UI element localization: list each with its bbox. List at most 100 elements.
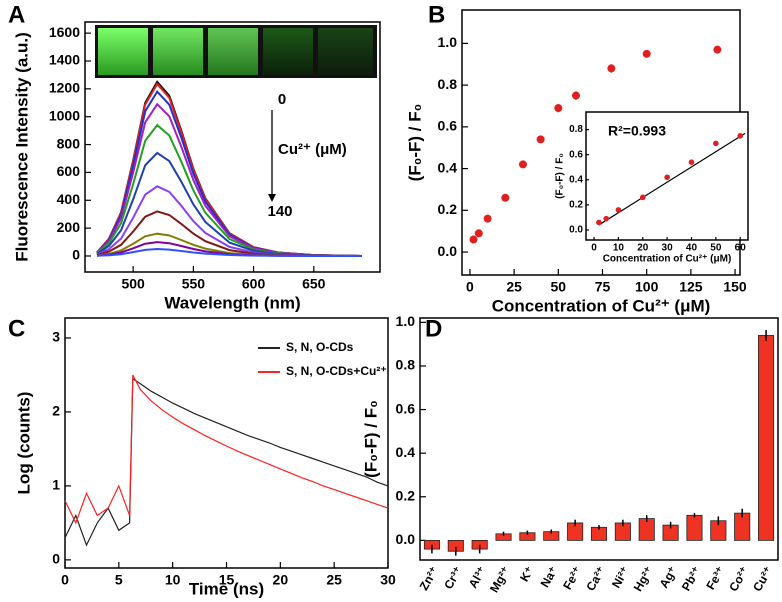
y-axis-label: (F₀-F) / F₀ xyxy=(361,400,380,478)
x-tick-label: 5 xyxy=(115,572,123,588)
y-tick-label: 0.0 xyxy=(396,531,416,547)
data-point xyxy=(737,133,744,139)
x-tick-label: 500 xyxy=(121,276,145,292)
y-tick-label: 0.8 xyxy=(438,76,458,92)
y-tick-label: 0.4 xyxy=(396,444,416,460)
y-tick-label: 1.0 xyxy=(396,313,416,329)
x-tick-label: Ca²⁺ xyxy=(583,564,608,593)
y-tick-label: 0.4 xyxy=(569,174,583,185)
vial xyxy=(153,28,203,75)
y-tick-label: 0.6 xyxy=(569,149,583,160)
x-tick-label: Na⁺ xyxy=(538,564,561,590)
x-tick-label: 50 xyxy=(710,243,722,254)
x-tick-label: Pb²⁺ xyxy=(679,564,704,593)
y-tick-label: 0.8 xyxy=(569,124,583,135)
data-point xyxy=(664,174,670,181)
y-tick-label: 600 xyxy=(57,163,81,179)
x-tick-label: Cr³⁺ xyxy=(441,564,465,592)
data-point xyxy=(518,160,527,169)
y-tick-label: 1000 xyxy=(49,107,80,123)
annotation-arrowhead xyxy=(268,194,276,202)
x-tick-label: Cu²⁺ xyxy=(750,564,775,594)
x-axis-label: Time (ns) xyxy=(189,579,264,598)
x-tick-label: 125 xyxy=(679,279,703,295)
x-tick-label: 60 xyxy=(735,243,747,254)
x-tick-label: K⁺ xyxy=(517,564,537,584)
data-point xyxy=(688,159,695,165)
annotation: 140 xyxy=(267,203,292,220)
data-point xyxy=(483,214,492,223)
x-axis-label: Wavelength (nm) xyxy=(164,293,300,312)
y-tick-label: 0.0 xyxy=(569,225,583,236)
x-tick-label: 10 xyxy=(165,572,181,588)
x-tick-label: 25 xyxy=(326,572,342,588)
x-tick-label: 550 xyxy=(182,276,206,292)
x-tick-label: 0 xyxy=(61,572,69,588)
y-tick-label: 0.6 xyxy=(396,400,416,416)
y-tick-label: 1200 xyxy=(49,80,80,96)
panel-label: A xyxy=(8,1,25,28)
cuvette-photo xyxy=(95,25,377,78)
y-tick-label: 800 xyxy=(57,135,81,151)
x-tick-label: 75 xyxy=(595,279,611,295)
x-tick-label: Zn²⁺ xyxy=(417,564,442,593)
data-point xyxy=(571,91,580,100)
x-tick-label: 0 xyxy=(466,279,474,295)
data-point xyxy=(639,194,646,201)
data-point xyxy=(501,193,510,202)
x-tick-label: 150 xyxy=(723,279,747,295)
x-tick-label: Co²⁺ xyxy=(726,564,751,594)
x-tick-label: 650 xyxy=(302,276,326,292)
y-tick-label: 0.2 xyxy=(569,200,583,211)
x-tick-label: Mg²⁺ xyxy=(487,564,513,595)
x-tick-label: 20 xyxy=(273,572,289,588)
series-line xyxy=(96,247,362,257)
data-point xyxy=(603,215,610,222)
x-tick-label: Fe²⁺ xyxy=(560,564,584,592)
data-point xyxy=(615,207,622,213)
y-axis-label: Log (counts) xyxy=(14,392,33,495)
x-tick-label: 50 xyxy=(551,279,567,295)
x-tick-label: 30 xyxy=(662,243,674,254)
x-tick-label: Ag⁺ xyxy=(657,564,680,590)
y-axis-label: (F₀-F) / F₀ xyxy=(405,104,424,182)
data-point xyxy=(607,64,616,73)
y-tick-label: 0.2 xyxy=(438,201,458,217)
y-axis-label: Fluorescence Intensity (a.u.) xyxy=(12,32,31,262)
data-point xyxy=(642,49,651,58)
y-tick-label: 1 xyxy=(52,477,60,493)
y-axis-label: (F₀-F) / F₀ xyxy=(555,153,566,199)
x-tick-label: 600 xyxy=(242,276,266,292)
x-tick-label: 100 xyxy=(635,279,659,295)
x-tick-label: 10 xyxy=(613,243,625,254)
panel-label: C xyxy=(8,315,25,342)
fit-line xyxy=(598,132,746,226)
series-line xyxy=(64,374,389,525)
x-axis-label: Concentration of Cu²⁺ (μM) xyxy=(492,296,711,315)
plot-frame xyxy=(84,21,381,273)
bar xyxy=(758,335,775,541)
y-tick-label: 0.2 xyxy=(396,487,416,503)
x-tick-label: Ni²⁺ xyxy=(609,564,632,590)
annotation: Cu²⁺ (μM) xyxy=(278,141,347,158)
vial xyxy=(318,28,373,75)
y-tick-label: 0.4 xyxy=(438,159,458,175)
data-point xyxy=(596,219,602,226)
plot-frame xyxy=(64,317,389,569)
data-point xyxy=(713,140,719,147)
y-tick-label: 1600 xyxy=(49,24,80,40)
y-tick-label: 200 xyxy=(57,219,81,235)
y-tick-label: 0.0 xyxy=(438,243,458,259)
y-tick-label: 0.6 xyxy=(438,118,458,134)
x-axis-label: Concentration of Cu²⁺ (μM) xyxy=(603,254,732,265)
panel-label: D xyxy=(425,315,442,342)
x-tick-label: Hg²⁺ xyxy=(631,564,656,594)
x-tick-label: 25 xyxy=(506,279,522,295)
x-tick-label: 0 xyxy=(591,243,597,254)
y-tick-label: 0 xyxy=(52,551,60,567)
vial xyxy=(208,28,258,75)
x-tick-label: Fe³⁺ xyxy=(703,564,727,592)
inset-annotation: R²=0.993 xyxy=(608,123,666,139)
y-tick-label: 2 xyxy=(52,403,60,419)
